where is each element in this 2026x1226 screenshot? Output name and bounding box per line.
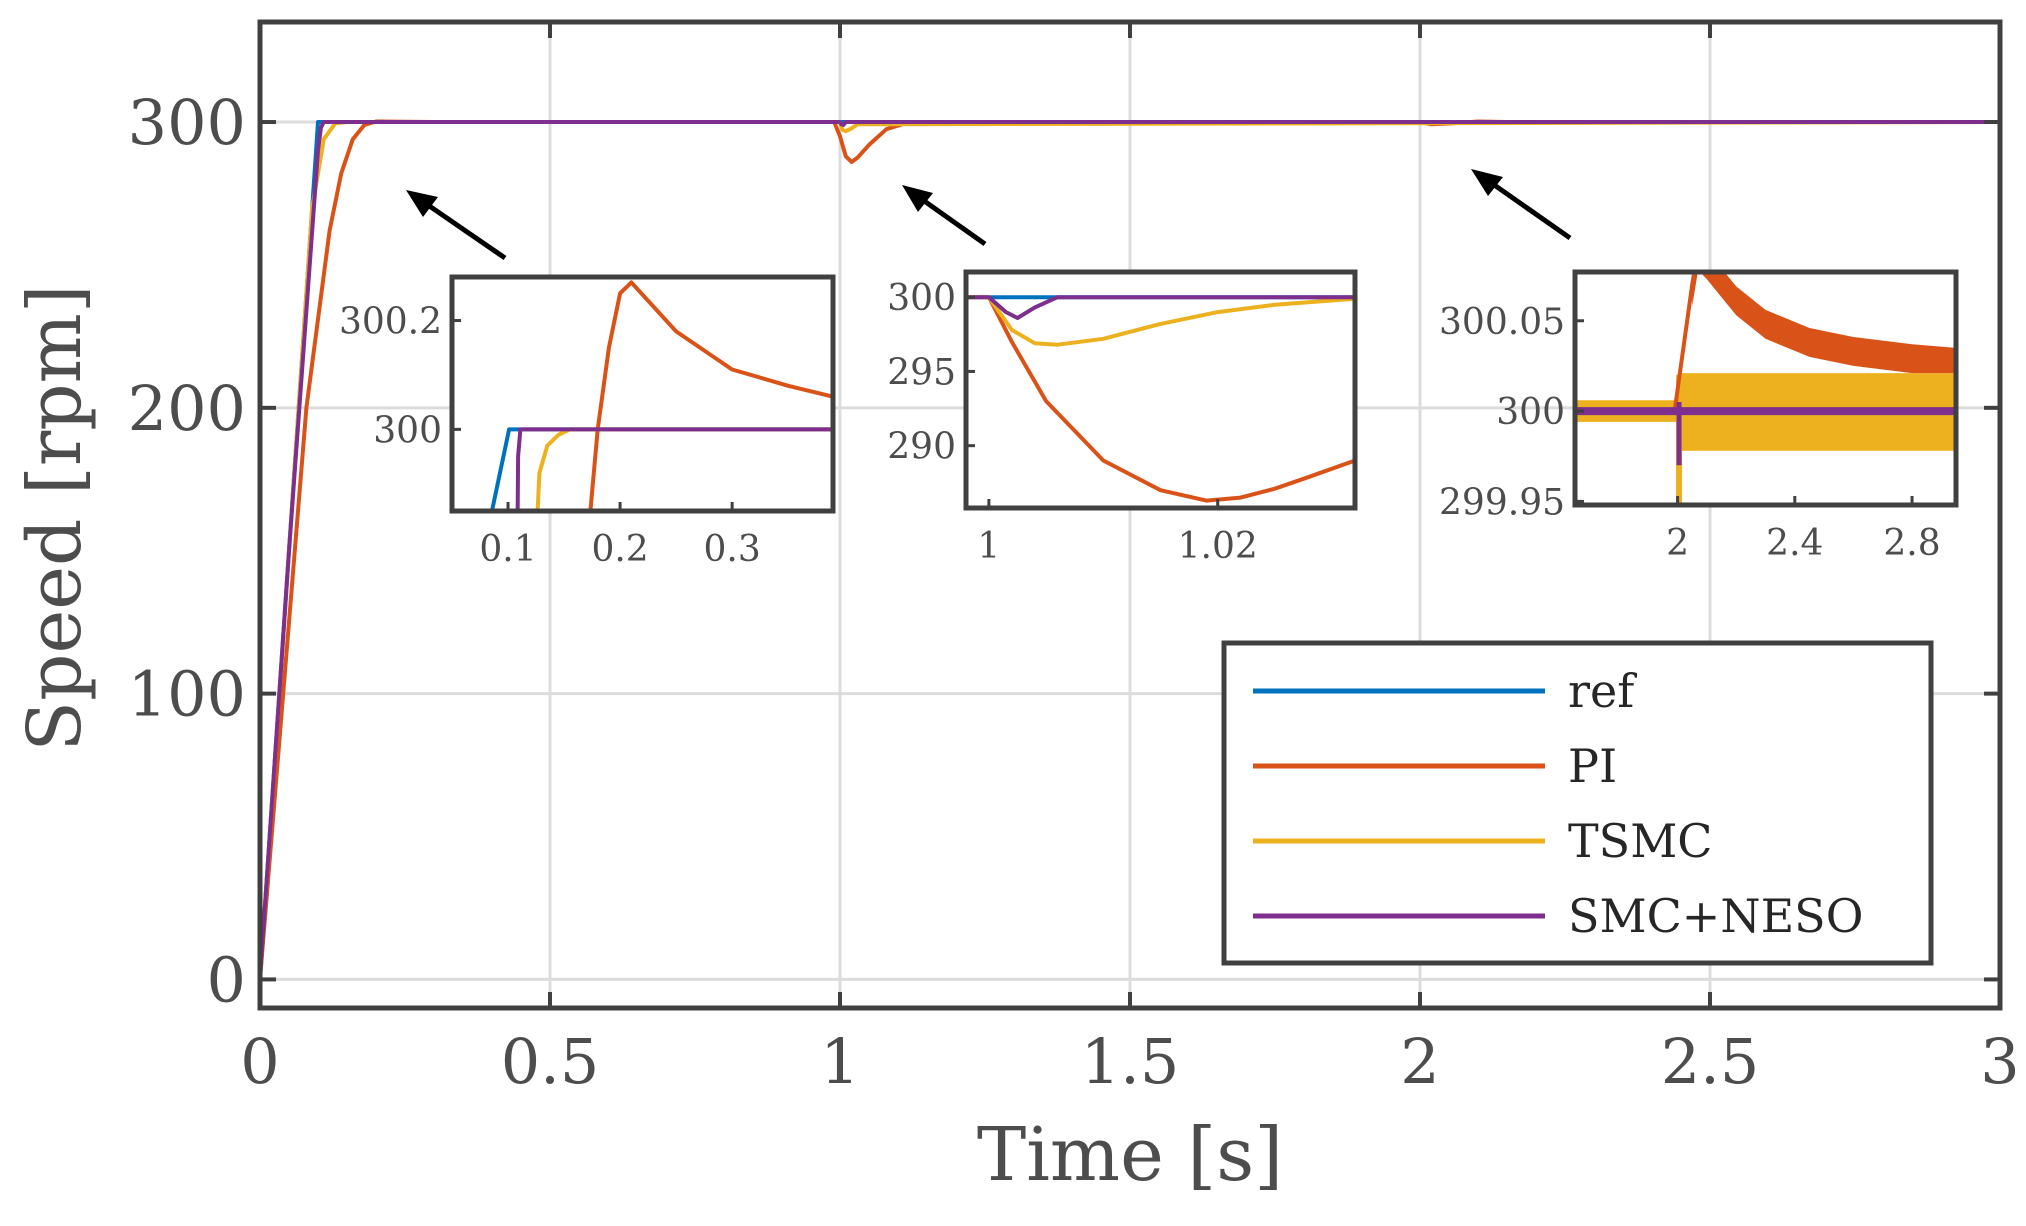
y-tick-label: 0 (207, 943, 246, 1016)
inset-2-frame (963, 269, 1358, 511)
inset-1-lines (489, 280, 833, 511)
inset-2-y-tick-label: 290 (887, 427, 956, 468)
inset-2-background (966, 272, 1355, 508)
y-tick-label: 300 (128, 86, 246, 159)
legend-label-pi: PI (1568, 739, 1617, 793)
inset-3-x-tick-label: 2.8 (1883, 523, 1940, 564)
arrow-inset-1 (406, 190, 507, 261)
inset-3-lines (1575, 272, 1956, 505)
inset-3-x-tick-label: 2.4 (1766, 523, 1823, 564)
legend-label-smc-neso: SMC+NESO (1568, 889, 1863, 943)
x-axis-label: Time [s] (977, 1112, 1283, 1198)
inset-1-line-smc-neso (515, 427, 833, 511)
arrow-inset-2 (902, 185, 987, 247)
main-series-lines (260, 119, 2000, 980)
inset-3: 2 2.4 2.8 299.95 300 300.05 (1439, 269, 1959, 564)
y-tick-label: 200 (128, 372, 246, 445)
inset-1-y-tick-label: 300 (373, 410, 442, 451)
inset-1: 0.1 0.2 0.3 300 300.2 (339, 274, 836, 570)
legend-label-ref: ref (1568, 664, 1637, 718)
x-tick-label: 2 (1400, 1025, 1439, 1098)
inset-3-line-pi (1575, 272, 1956, 414)
y-tick-label: 100 (128, 658, 246, 731)
x-tick-label: 1 (820, 1025, 859, 1098)
series-line-smc-neso (260, 120, 2000, 980)
inset-1-y-tick-label: 300.2 (339, 302, 442, 343)
inset-1-x-tick-label: 0.2 (591, 529, 648, 570)
main-ticks (258, 22, 2002, 1008)
inset-2-y-tick-label: 300 (887, 278, 956, 319)
legend: ref PI TSMC SMC+NESO (1221, 640, 1934, 966)
inset-2-line-smc-neso (966, 295, 1355, 320)
legend-box (1221, 640, 1934, 966)
inset-1-line-pi (588, 280, 833, 511)
inset-2-y-tick-label: 295 (887, 352, 956, 393)
legend-label-tsmc: TSMC (1568, 814, 1713, 868)
inset-2-line-pi (966, 295, 1355, 503)
inset-2-x-tick-label: 1.02 (1178, 526, 1258, 567)
inset-2-lines (966, 295, 1355, 503)
main-tick-labels: 0 0.5 1 1.5 2 2.5 3 0 100 200 300 (128, 86, 2020, 1098)
x-tick-label: 2.5 (1661, 1025, 1760, 1098)
x-tick-label: 0 (240, 1025, 279, 1098)
inset-2-line-tsmc (966, 295, 1355, 347)
inset-3-frame (1572, 269, 1959, 508)
inset-1-frame (449, 274, 836, 514)
inset-3-y-tick-label: 300 (1496, 392, 1565, 433)
inset-1-background (452, 277, 833, 511)
x-tick-label: 3 (1980, 1025, 2019, 1098)
arrow-inset-3 (1471, 169, 1572, 241)
inset-3-x-tick-label: 2 (1666, 523, 1689, 564)
x-tick-label: 0.5 (501, 1025, 600, 1098)
y-axis-label: Speed [rpm] (12, 284, 98, 751)
inset-2-x-tick-label: 1 (977, 526, 1000, 567)
inset-2: 1 1.02 290 295 300 (887, 269, 1358, 567)
insets: 0.1 0.2 0.3 300 300.2 1 1.02 290 295 300 2 2.4 2.8 29… (339, 269, 1959, 570)
inset-1-x-tick-label: 0.3 (704, 529, 761, 570)
inset-1-x-tick-label: 0.1 (479, 529, 536, 570)
inset-3-y-tick-label: 299.95 (1439, 482, 1565, 523)
x-tick-label: 1.5 (1081, 1025, 1180, 1098)
inset-3-y-tick-label: 300.05 (1439, 302, 1565, 343)
